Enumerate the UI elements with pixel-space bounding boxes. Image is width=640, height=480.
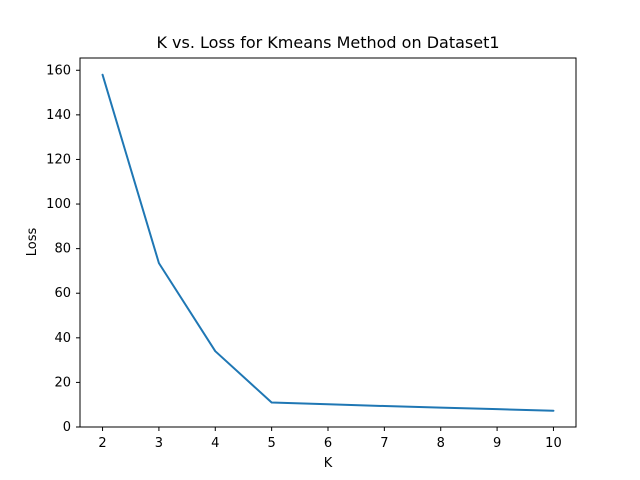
x-tick-label: 4 (211, 436, 219, 451)
y-tick-label: 140 (46, 108, 71, 123)
x-tick-label: 6 (324, 436, 332, 451)
x-axis-ticks: 2 3 4 5 6 7 8 9 10 (98, 427, 562, 451)
y-axis-label: Loss (25, 228, 40, 257)
x-tick-label: 10 (545, 436, 562, 451)
x-tick-label: 2 (98, 436, 106, 451)
series-line (101, 73, 555, 412)
y-tick-label: 100 (46, 197, 71, 212)
x-tick-label: 9 (493, 436, 501, 451)
plot-frame (79, 57, 577, 428)
y-tick-label: 120 (46, 152, 71, 167)
chart-title: K vs. Loss for Kmeans Method on Dataset1 (156, 33, 499, 52)
x-tick-label: 3 (155, 436, 163, 451)
x-tick-label: 8 (437, 436, 445, 451)
y-tick-label: 160 (46, 63, 71, 78)
y-axis-ticks: 0 20 40 60 80 100 120 140 160 (46, 63, 80, 435)
y-tick-label: 20 (54, 375, 71, 390)
y-tick-label: 80 (54, 242, 71, 257)
x-tick-label: 5 (267, 436, 275, 451)
y-tick-label: 60 (54, 286, 71, 301)
y-tick-label: 40 (54, 331, 71, 346)
x-tick-label: 7 (380, 436, 388, 451)
x-axis-label: K (324, 456, 333, 471)
y-tick-label: 0 (63, 420, 71, 435)
series-layer (101, 73, 555, 412)
